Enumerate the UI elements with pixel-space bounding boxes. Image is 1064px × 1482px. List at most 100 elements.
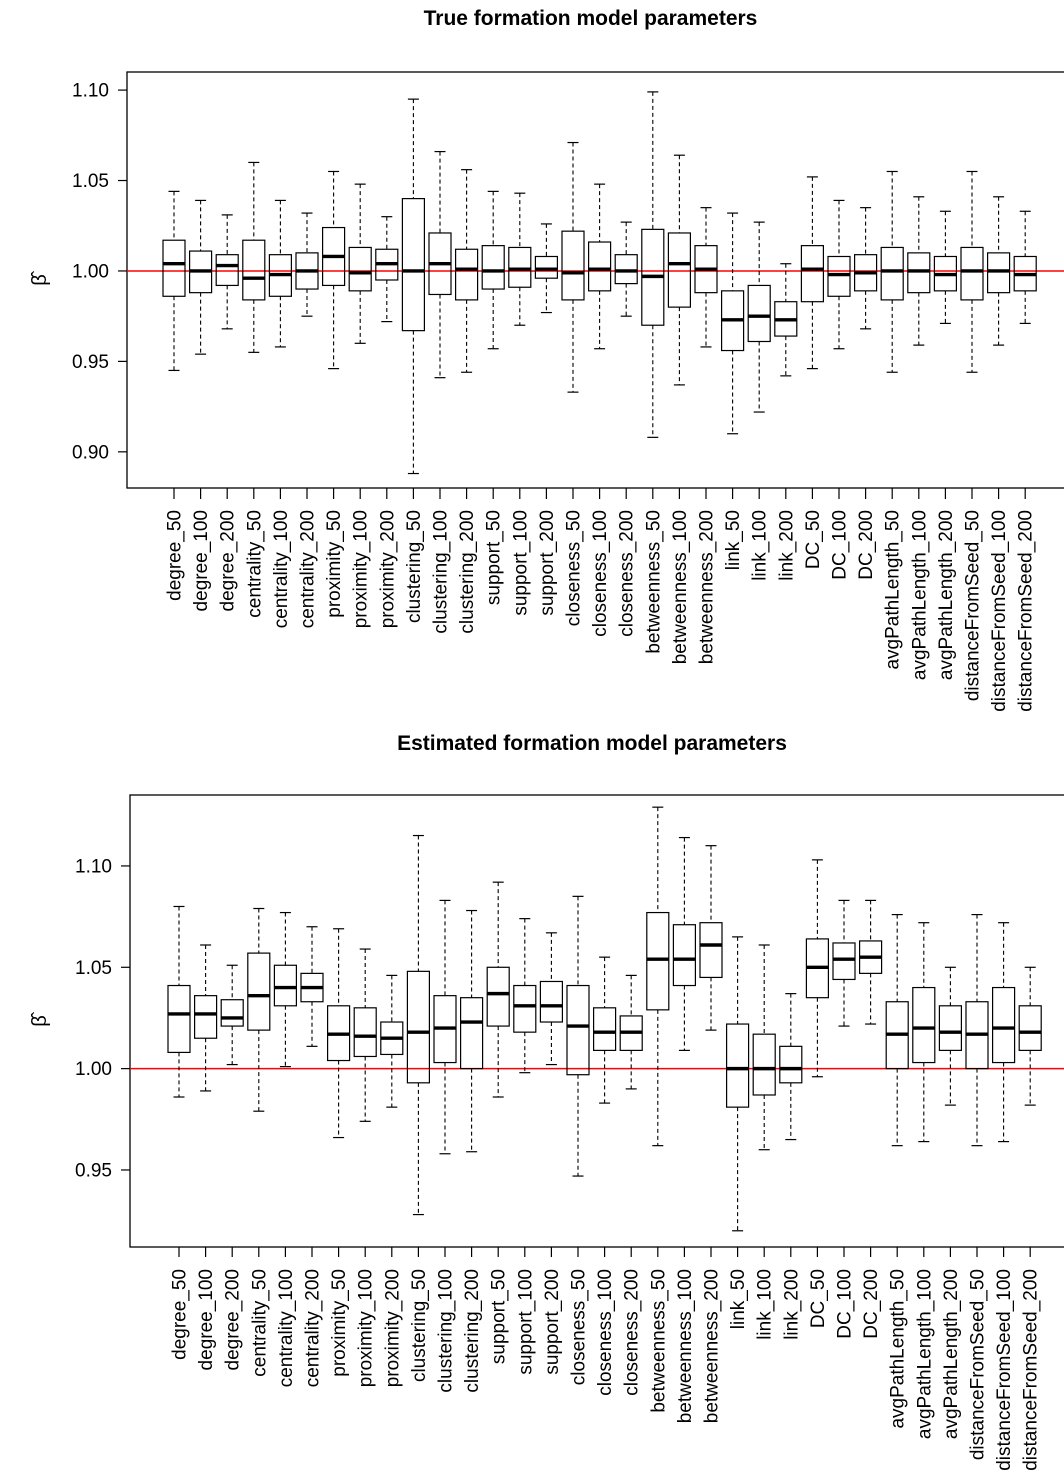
x-tick-label: degree_50	[165, 510, 186, 601]
box-clustering_100	[428, 150, 452, 379]
box-avgPathLength_200	[933, 210, 958, 325]
box-betweenness_50	[641, 91, 665, 438]
iqr-box	[194, 995, 218, 1039]
iqr-box	[401, 198, 425, 332]
box-closeness_50	[561, 141, 585, 393]
x-tick-label: distanceFromSeed_200	[1021, 1269, 1042, 1471]
box-support_200	[539, 932, 564, 1066]
iqr-box	[832, 942, 856, 981]
x-tick-label: clustering_50	[409, 1269, 430, 1382]
box-degree_100	[189, 199, 213, 355]
box-degree_200	[215, 214, 239, 330]
iqr-box	[986, 252, 1011, 294]
x-tick-label: distanceFromSeed_100	[994, 1269, 1015, 1471]
iqr-box	[912, 986, 936, 1064]
y-tick-label: 1.00	[75, 1059, 112, 1080]
x-tick-label: link_200	[776, 510, 797, 581]
iqr-box	[672, 924, 697, 987]
box-support_50	[481, 190, 505, 350]
x-tick-label: avgPathLength_50	[888, 1269, 909, 1429]
x-tick-label: support_50	[489, 1269, 510, 1364]
x-tick-label: centrality_100	[276, 1269, 297, 1387]
x-tick-label: clustering_50	[404, 510, 425, 623]
x-tick-label: betweenness_50	[648, 1269, 669, 1413]
iqr-box	[880, 246, 904, 301]
box-support_200	[534, 223, 559, 314]
x-tick-label: closeness_50	[564, 510, 585, 626]
x-tick-label: DC_200	[856, 510, 877, 580]
iqr-box	[486, 966, 510, 1027]
x-tick-label: betweenness_200	[697, 510, 718, 664]
box-distanceFromSeed_200	[1018, 966, 1042, 1106]
box-clustering_100	[433, 899, 457, 1155]
iqr-box	[353, 1007, 377, 1058]
iqr-box	[247, 952, 271, 1031]
plot-frame	[126, 71, 1064, 489]
box-link_50	[720, 212, 745, 435]
box-centrality_100	[268, 199, 292, 348]
x-tick-label: degree_200	[223, 1269, 244, 1370]
box-distanceFromSeed_200	[1013, 210, 1037, 325]
x-tick-label: distanceFromSeed_200	[1016, 510, 1037, 712]
y-tick-label: 1.10	[72, 81, 109, 102]
x-tick-label: distanceFromSeed_50	[963, 510, 984, 701]
x-tick-label: DC_100	[835, 1269, 856, 1339]
iqr-box	[455, 248, 479, 301]
box-link_50	[725, 936, 750, 1232]
box-proximity_50	[327, 928, 351, 1139]
x-tick-label: betweenness_100	[670, 510, 691, 664]
box-proximity_100	[353, 948, 377, 1122]
iqr-box	[587, 241, 612, 292]
x-tick-label: centrality_50	[244, 510, 265, 618]
box-closeness_50	[566, 895, 590, 1177]
y-tick-label: 1.05	[75, 958, 112, 979]
box-centrality_50	[242, 161, 266, 353]
box-clustering_50	[401, 98, 425, 475]
y-tick-label: 1.00	[72, 261, 109, 282]
chart-title: True formation model parameters	[424, 7, 758, 30]
x-tick-label: link_100	[755, 1269, 776, 1340]
x-tick-label: link_100	[750, 510, 771, 581]
x-tick-label: distanceFromSeed_50	[968, 1269, 989, 1460]
box-centrality_200	[300, 926, 324, 1047]
y-axis-label: β̂	[29, 1011, 51, 1027]
box-avgPathLength_50	[880, 170, 904, 373]
box-DC_50	[805, 859, 830, 1078]
x-tick-label: degree_200	[218, 510, 239, 611]
iqr-box	[752, 1033, 776, 1096]
x-tick-label: DC_50	[808, 1269, 829, 1328]
iqr-box	[534, 255, 559, 279]
box-betweenness_50	[646, 806, 670, 1147]
y-tick-label: 1.10	[75, 856, 112, 877]
box-support_50	[486, 881, 510, 1098]
iqr-box	[646, 911, 670, 1011]
x-tick-label: proximity_100	[356, 1269, 377, 1387]
box-closeness_100	[587, 183, 612, 350]
chart-title: Estimated formation model parameters	[397, 732, 787, 755]
x-tick-label: betweenness_50	[643, 510, 664, 654]
box-avgPathLength_50	[885, 913, 909, 1147]
box-distanceFromSeed_100	[991, 922, 1016, 1143]
box-centrality_50	[247, 907, 271, 1112]
x-tick-label: support_200	[537, 510, 558, 616]
iqr-box	[960, 246, 984, 301]
x-tick-label: clustering_100	[436, 1269, 457, 1393]
iqr-box	[725, 1023, 750, 1108]
iqr-box	[800, 245, 825, 303]
box-support_100	[513, 918, 537, 1074]
iqr-box	[699, 922, 723, 979]
x-tick-label: closeness_50	[569, 1269, 590, 1385]
y-tick-label: 0.95	[72, 352, 109, 373]
x-tick-label: distanceFromSeed_100	[989, 510, 1010, 712]
iqr-box	[220, 999, 244, 1027]
box-clustering_200	[460, 909, 484, 1153]
box-clustering_200	[455, 169, 479, 373]
x-tick-label: DC_100	[830, 510, 851, 580]
x-tick-label: proximity_200	[377, 510, 398, 628]
x-tick-label: betweenness_100	[675, 1269, 696, 1423]
iqr-box	[938, 1005, 963, 1051]
iqr-box	[566, 984, 590, 1076]
iqr-box	[827, 255, 851, 297]
